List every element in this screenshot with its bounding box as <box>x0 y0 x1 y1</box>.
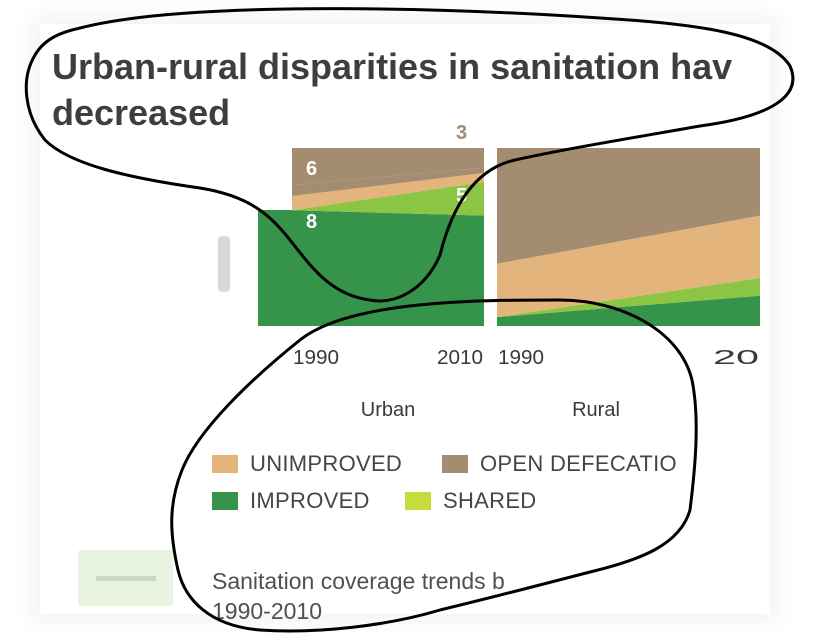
legend-item-open-defecation: OPEN DEFECATIO <box>442 450 677 478</box>
panel-label-rural: Rural <box>572 399 620 421</box>
legend-swatch-unimproved <box>212 455 238 473</box>
data-label-urban-unimproved-1990: 8 <box>306 211 317 233</box>
area-urban-improved <box>292 210 484 326</box>
legend-swatch-shared <box>405 492 431 510</box>
x-tick-urban-0: 1990 <box>293 347 339 369</box>
legend-item-shared: SHARED <box>405 487 537 515</box>
data-label-urban-open-1990: 6 <box>306 158 317 180</box>
legend-label-improved: IMPROVED <box>250 488 370 513</box>
legend-label-shared: SHARED <box>443 488 537 513</box>
panel-label-urban: Urban <box>361 399 415 421</box>
y-axis-label-blurred <box>218 236 230 292</box>
legend-label-unimproved: UNIMPROVED <box>250 451 403 476</box>
x-tick-urban-1: 2010 <box>437 347 483 369</box>
legend-item-unimproved: UNIMPROVED <box>212 450 402 478</box>
x-tick-rural-0: 1990 <box>498 347 544 369</box>
badge-bar <box>95 575 156 581</box>
panel-divider-2 <box>484 146 497 328</box>
figure-badge <box>78 550 173 606</box>
figure-caption: Sanitation coverage trends b 1990-2010 <box>212 568 505 624</box>
legend-label-open-defecation: OPEN DEFECATIO <box>480 451 677 476</box>
data-label-urban-open-2010: 3 <box>456 122 467 144</box>
data-label-urban-unimproved-2010: 5 <box>456 185 467 207</box>
legend-swatch-open-defecation <box>442 455 468 473</box>
legend-swatch-improved <box>212 492 238 510</box>
improved-area-fringe <box>258 210 292 326</box>
legend-item-improved: IMPROVED <box>212 487 370 515</box>
x-tick-rural-1: 20 <box>713 347 759 369</box>
